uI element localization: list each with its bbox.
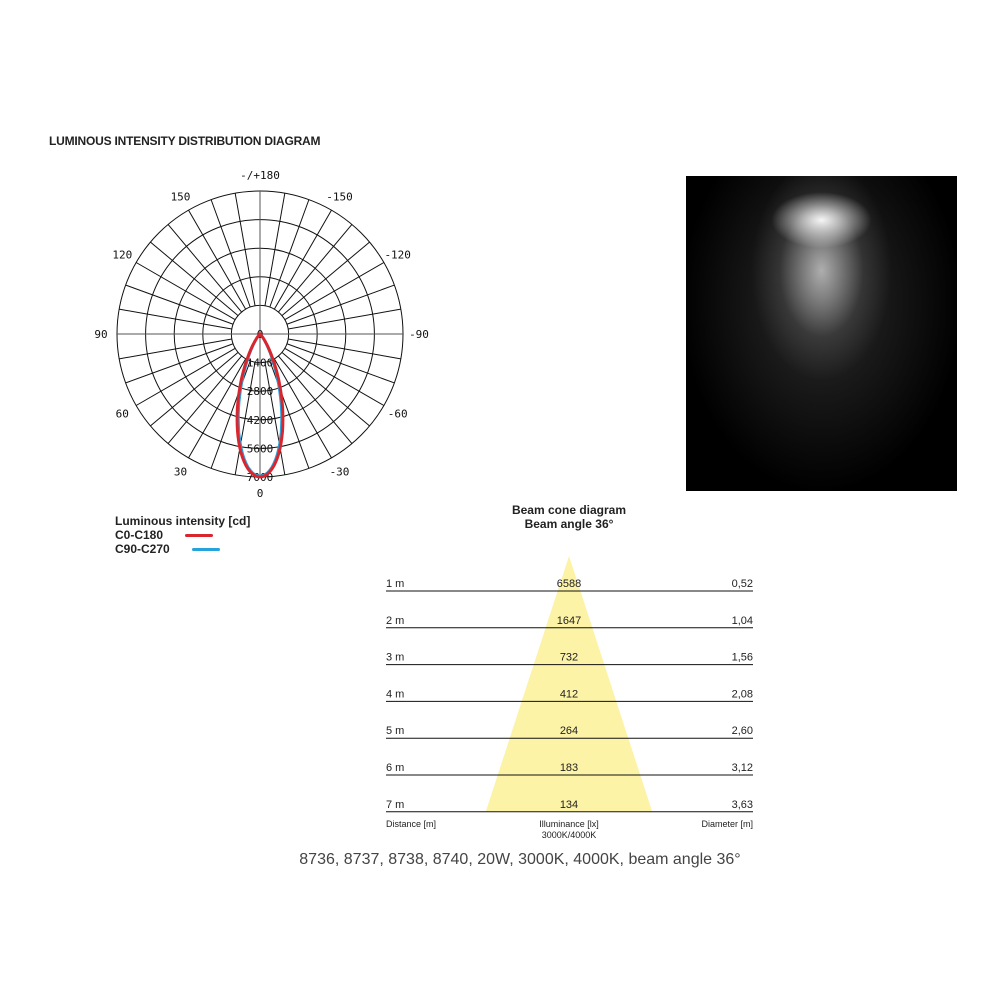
color-temperature-label: 3000K/4000K — [542, 830, 597, 840]
polar-spoke — [281, 352, 370, 427]
angle-label: -30 — [330, 466, 350, 479]
angle-label: -/+180 — [240, 169, 280, 182]
polar-spoke — [286, 343, 395, 384]
polar-spoke — [288, 338, 401, 360]
radial-label: 1400 — [247, 357, 274, 370]
polar-spoke — [264, 362, 286, 475]
illuminance-value: 134 — [560, 799, 578, 811]
polar-spoke — [135, 347, 236, 406]
illuminance-value: 412 — [560, 688, 578, 700]
polar-spoke — [288, 308, 401, 330]
polar-spoke — [269, 199, 310, 308]
illuminance-value: 264 — [560, 725, 578, 737]
distance-label: 6 m — [386, 762, 404, 774]
angle-label: -150 — [326, 190, 353, 203]
distance-column-header: Distance [m] — [386, 819, 436, 829]
polar-spoke — [286, 284, 395, 325]
intensity-curve-c0-c180 — [235, 332, 285, 479]
angle-label: 150 — [171, 190, 191, 203]
legend-swatch — [191, 547, 220, 551]
distance-label: 3 m — [386, 652, 404, 664]
polar-spoke — [284, 262, 385, 321]
polar-spoke — [135, 262, 236, 321]
angle-label: 90 — [94, 328, 107, 341]
polar-spoke — [234, 362, 256, 475]
radial-label: 2800 — [247, 385, 274, 398]
illuminance-column-header: Illuminance [lx] — [539, 819, 599, 829]
product-caption: 8736, 8737, 8738, 8740, 20W, 3000K, 4000… — [299, 851, 741, 868]
diameter-value: 3,12 — [732, 762, 753, 774]
polar-spoke — [278, 355, 353, 444]
polar-spoke — [284, 347, 385, 406]
diameter-value: 3,63 — [732, 799, 753, 811]
distance-label: 1 m — [386, 578, 404, 590]
cone-title: Beam cone diagram Beam angle 36° — [469, 503, 669, 531]
illuminance-value: 1647 — [557, 615, 581, 627]
polar-spoke — [119, 338, 232, 360]
beam-angle-text: Beam angle 36° — [524, 517, 614, 531]
polar-spoke — [264, 193, 286, 306]
legend-item: C90-C270 — [115, 542, 250, 556]
angle-label: -120 — [384, 249, 411, 262]
polar-spoke — [188, 209, 247, 310]
diagram-title: LUMINOUS INTENSITY DISTRIBUTION DIAGRAM — [49, 134, 321, 148]
diameter-column-header: Diameter [m] — [701, 819, 753, 829]
diameter-value: 0,52 — [732, 578, 753, 590]
legend: Luminous intensity [cd] C0-C180 C90-C270 — [115, 514, 250, 556]
polar-spoke — [150, 352, 239, 427]
legend-label: C0-C180 — [115, 528, 164, 542]
angle-label: 0 — [257, 487, 264, 500]
polar-spoke — [278, 224, 353, 313]
polar-spoke — [210, 199, 251, 308]
angle-label: -90 — [409, 328, 429, 341]
angle-label: 60 — [116, 408, 129, 421]
illuminance-value: 6588 — [557, 578, 581, 590]
polar-spoke — [273, 358, 332, 459]
angle-label: 120 — [112, 249, 132, 262]
distance-label: 7 m — [386, 799, 404, 811]
legend-title: Luminous intensity [cd] — [115, 514, 251, 528]
distance-label: 5 m — [386, 725, 404, 737]
diameter-value: 2,60 — [732, 725, 753, 737]
polar-spoke — [188, 358, 247, 459]
beam-cone — [486, 556, 652, 811]
polar-spoke — [167, 224, 242, 313]
diameter-value: 1,56 — [732, 652, 753, 664]
polar-spoke — [119, 308, 232, 330]
distance-label: 4 m — [386, 688, 404, 700]
polar-spoke — [167, 355, 242, 444]
radial-label: 4200 — [247, 414, 274, 427]
polar-spoke — [150, 241, 239, 316]
polar-spoke — [125, 343, 234, 384]
angle-label: 30 — [174, 466, 187, 479]
polar-spoke — [125, 284, 234, 325]
illuminance-value: 732 — [560, 652, 578, 664]
diameter-value: 2,08 — [732, 688, 753, 700]
polar-spoke — [273, 209, 332, 310]
legend-swatch — [185, 533, 214, 537]
diameter-value: 1,04 — [732, 615, 753, 627]
radial-label: 5600 — [247, 442, 274, 455]
illuminance-value: 183 — [560, 762, 578, 774]
cone-title-text: Beam cone diagram — [511, 503, 627, 517]
polar-spoke — [281, 241, 370, 316]
angle-label: -60 — [388, 408, 408, 421]
light-beam-render — [686, 176, 957, 491]
distance-label: 2 m — [386, 615, 404, 627]
legend-item: C0-C180 — [115, 528, 250, 542]
legend-label: C90-C270 — [115, 542, 170, 556]
polar-spoke — [234, 193, 256, 306]
